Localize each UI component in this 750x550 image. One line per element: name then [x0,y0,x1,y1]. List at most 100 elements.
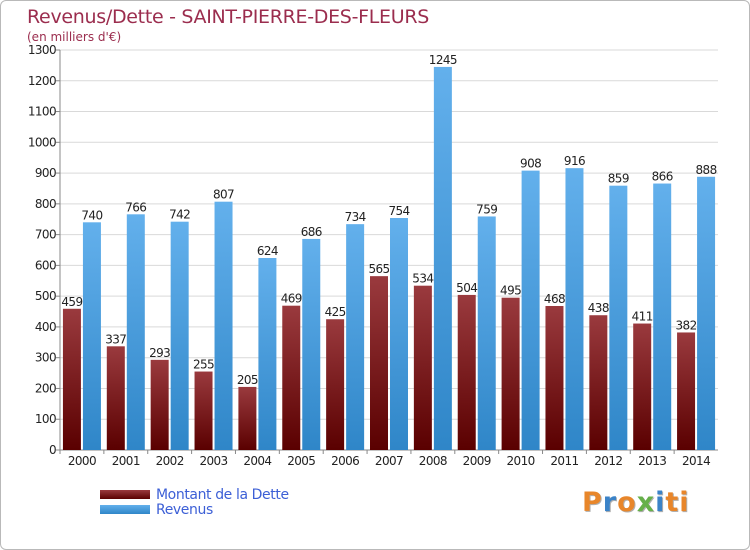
logo-letter: i [679,487,690,518]
data-label-debt-2011: 468 [544,292,565,306]
data-label-revenue-2005: 686 [301,225,322,239]
bar-revenue-2003 [214,201,233,450]
bar-revenue-2000 [82,222,101,450]
bar-debt-2004 [238,386,257,450]
bar-debt-2013 [633,323,652,450]
bar-debt-2011 [545,306,564,450]
x-tick-label: 2007 [375,454,403,468]
bar-debt-2007 [370,276,388,450]
x-tick-label: 2011 [550,454,578,468]
x-tick-label: 2000 [68,454,96,468]
data-label-debt-2005: 469 [281,292,302,306]
bar-revenue-2013 [653,183,672,451]
bar-debt-2014 [677,332,696,450]
bar-revenue-2012 [609,185,628,450]
x-tick-label: 2008 [419,454,447,468]
y-tick-label: 1000 [28,135,56,149]
x-tick-label: 2003 [199,454,227,468]
bar-revenue-2006 [346,224,365,450]
x-tick-label: 2013 [638,454,666,468]
data-label-debt-2008: 534 [412,272,433,286]
x-tick-label: 2012 [594,454,622,468]
data-label-revenue-2001: 766 [125,200,146,214]
data-label-revenue-2006: 734 [345,210,366,224]
logo-letter: x [636,487,656,518]
data-label-debt-2009: 504 [456,281,477,295]
logo-letter: P [582,487,603,518]
bar-revenue-2007 [390,218,408,450]
bar-revenue-2005 [302,238,321,450]
x-tick-label: 2004 [243,454,271,468]
bar-revenue-2004 [258,258,277,450]
data-label-revenue-2013: 866 [652,170,673,184]
data-label-revenue-2008: 1245 [429,53,457,67]
bar-revenue-2010 [521,170,540,450]
x-tick-label: 2005 [287,454,315,468]
bar-revenue-2002 [170,221,189,450]
proxiti-logo: Proxiti [582,487,690,518]
y-tick-label: 1100 [28,105,56,119]
legend-label-debt: Montant de la Dette [156,487,289,503]
y-tick-label: 200 [35,381,56,395]
data-label-debt-2012: 438 [588,301,609,315]
x-tick-label: 2009 [463,454,491,468]
y-tick-label: 300 [35,351,56,365]
bar-revenue-2009 [477,216,496,450]
bar-debt-2006 [326,319,345,450]
data-label-revenue-2000: 740 [81,208,102,222]
x-tick-label: 2014 [682,454,710,468]
x-tick-label: 2006 [331,454,359,468]
x-tick-label: 2002 [156,454,184,468]
data-label-debt-2000: 459 [61,295,82,309]
legend-label-revenue: Revenus [156,502,213,518]
legend-swatch-revenue [100,505,150,514]
y-tick-label: 500 [35,289,56,303]
data-label-revenue-2002: 742 [169,208,190,222]
y-tick-label: 600 [35,258,56,272]
bar-revenue-2001 [126,214,145,450]
data-label-debt-2014: 382 [676,318,697,332]
y-tick-label: 1200 [28,74,56,88]
data-label-debt-2007: 565 [368,262,389,276]
y-tick-label: 900 [35,166,56,180]
bar-chart: 0 100 200 300 400 500 600 700 800 900 1000 1100 1200… [28,43,718,468]
bar-revenue-2014 [697,176,716,450]
bar-debt-2012 [589,315,608,450]
data-label-debt-2006: 425 [325,305,346,319]
logo-letter: t [665,487,680,518]
logo-letter: o [617,487,637,518]
bar-debt-2009 [457,294,476,450]
data-label-revenue-2007: 754 [388,204,409,218]
data-label-revenue-2010: 908 [520,157,541,171]
y-tick-label: 400 [35,320,56,334]
bar-debt-2001 [106,346,125,450]
chart-subtitle: (en milliers d'€) [27,30,122,44]
x-tick-label: 2010 [507,454,535,468]
data-label-debt-2002: 293 [149,346,170,360]
y-tick-label: 1300 [28,43,56,57]
y-tick-label: 800 [35,197,56,211]
bar-revenue-2008 [433,66,452,450]
y-tick-label: 700 [35,228,56,242]
data-label-debt-2010: 495 [500,284,521,298]
chart-title: Revenus/Dette - SAINT-PIERRE-DES-FLEURS [27,6,430,28]
data-label-revenue-2014: 888 [696,163,717,177]
data-label-debt-2013: 411 [632,310,653,324]
bar-debt-2000 [62,308,81,450]
data-label-revenue-2012: 859 [608,172,629,186]
legend-swatch-debt [100,490,150,499]
bar-debt-2010 [501,297,520,450]
y-tick-label: 100 [35,412,56,426]
bar-debt-2008 [413,285,432,450]
data-label-debt-2004: 205 [237,373,258,387]
bar-debt-2003 [194,371,213,450]
data-label-revenue-2004: 624 [257,244,278,258]
data-label-revenue-2003: 807 [213,188,234,202]
bar-revenue-2011 [565,168,584,450]
bar-debt-2005 [282,305,301,450]
x-tick-label: 2001 [112,454,140,468]
logo-letter: r [602,487,618,518]
data-label-debt-2001: 337 [105,332,126,346]
logo-letter: i [655,487,666,518]
bar-debt-2002 [150,359,169,450]
